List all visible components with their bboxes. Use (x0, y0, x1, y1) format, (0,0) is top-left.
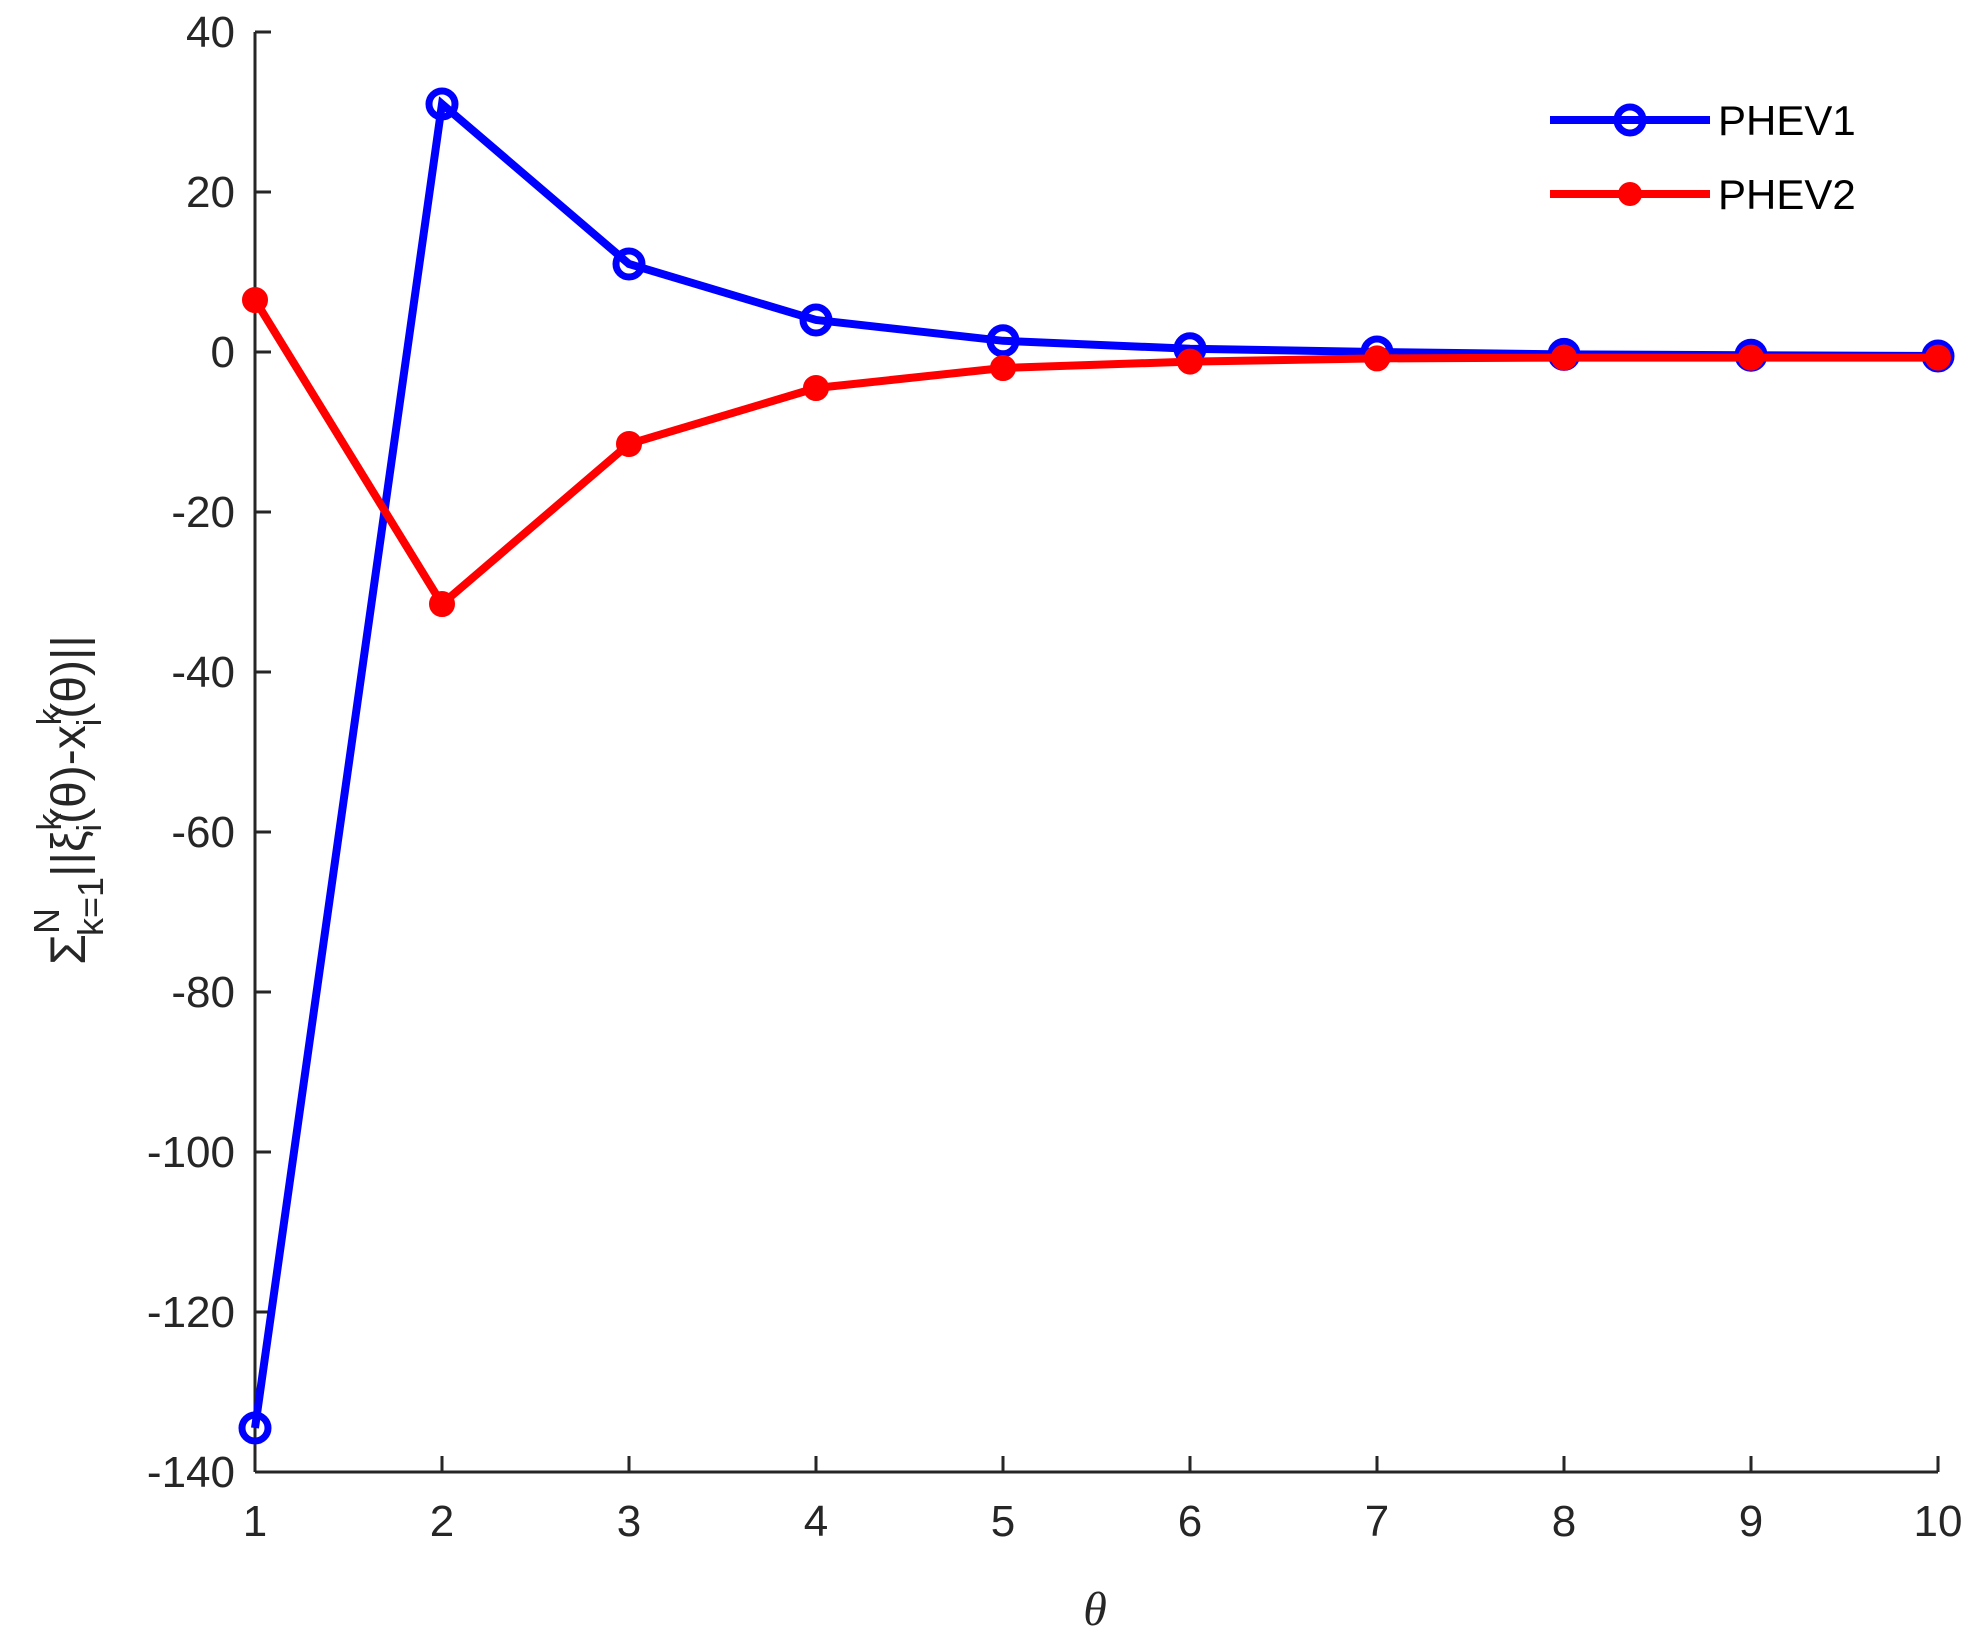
data-point (238, 1411, 272, 1445)
y-tick-label: -120 (147, 1288, 235, 1337)
y-tick-label: 40 (186, 8, 235, 57)
legend-label: PHEV2 (1718, 171, 1856, 218)
y-axis-label: ΣNk=1||ξki(θ)-xki(θ)|| (26, 635, 111, 965)
data-point (986, 324, 1020, 358)
y-label-sigma: Σ (40, 934, 96, 965)
legend-marker (1613, 103, 1647, 137)
svg-text:ΣNk=1||ξki(θ)-xki(θ)||: ΣNk=1||ξki(θ)-xki(θ)|| (26, 635, 111, 965)
data-point (425, 87, 459, 121)
x-tick-label: 3 (617, 1497, 641, 1546)
legend: PHEV1 PHEV2 (1550, 97, 1856, 218)
legend-item-phev2: PHEV2 (1550, 171, 1856, 218)
legend-marker (1618, 182, 1642, 206)
axes: 1 2 3 4 5 6 7 8 9 10 40 20 0 -20 -40 -60 -80 -100 -120 -140 (147, 8, 1963, 1546)
x-tick-label: 9 (1739, 1497, 1763, 1546)
y-label-xi-sub: i (71, 824, 109, 832)
y-tick-label: 0 (211, 328, 235, 377)
data-point (799, 303, 833, 337)
data-point (612, 247, 646, 281)
data-point (1925, 344, 1951, 371)
legend-label: PHEV1 (1718, 97, 1856, 144)
y-tick-label: -140 (147, 1448, 235, 1497)
y-label-x-sub: i (71, 719, 109, 727)
series-phev1 (238, 87, 1955, 1445)
y-tick-label: 20 (186, 168, 235, 217)
legend-item-phev1: PHEV1 (1550, 97, 1856, 144)
data-point (242, 287, 268, 313)
data-point (990, 355, 1016, 381)
y-label-end: (θ)|| (43, 635, 96, 719)
y-label-sub-k: k=1 (70, 877, 111, 936)
data-point (429, 591, 455, 617)
data-point (1551, 344, 1577, 371)
series-line-phev1 (251, 96, 1939, 1429)
x-axis-label: θ (1083, 1583, 1107, 1636)
y-label-xi-sup: k (31, 812, 69, 830)
y-tick-label: -60 (171, 808, 235, 857)
data-point (1364, 345, 1390, 372)
x-tick-label: 8 (1552, 1497, 1576, 1546)
series-line-phev2 (251, 297, 1938, 611)
data-point (616, 431, 642, 457)
data-point (1738, 344, 1764, 371)
y-tick-label: -40 (171, 648, 235, 697)
x-tick-label: 2 (430, 1497, 454, 1546)
y-tick-label: -80 (171, 968, 235, 1017)
y-label-body: ||ξ (43, 830, 96, 876)
y-label-x-sup: k (31, 707, 69, 725)
x-tick-label: 4 (804, 1497, 828, 1546)
y-label-mid: (θ)-x (43, 725, 96, 824)
y-tick-label: -100 (147, 1128, 235, 1177)
series-phev2 (242, 287, 1951, 617)
x-tick-label: 5 (991, 1497, 1015, 1546)
x-tick-label: 7 (1365, 1497, 1389, 1546)
x-tick-label: 6 (1178, 1497, 1202, 1546)
x-tick-label: 1 (243, 1497, 267, 1546)
data-point (803, 375, 829, 401)
x-tick-label: 10 (1914, 1497, 1963, 1546)
data-point (1177, 348, 1203, 375)
plot-area (238, 87, 1955, 1445)
y-label-sup-n: N (26, 908, 67, 934)
y-tick-label: -20 (171, 488, 235, 537)
